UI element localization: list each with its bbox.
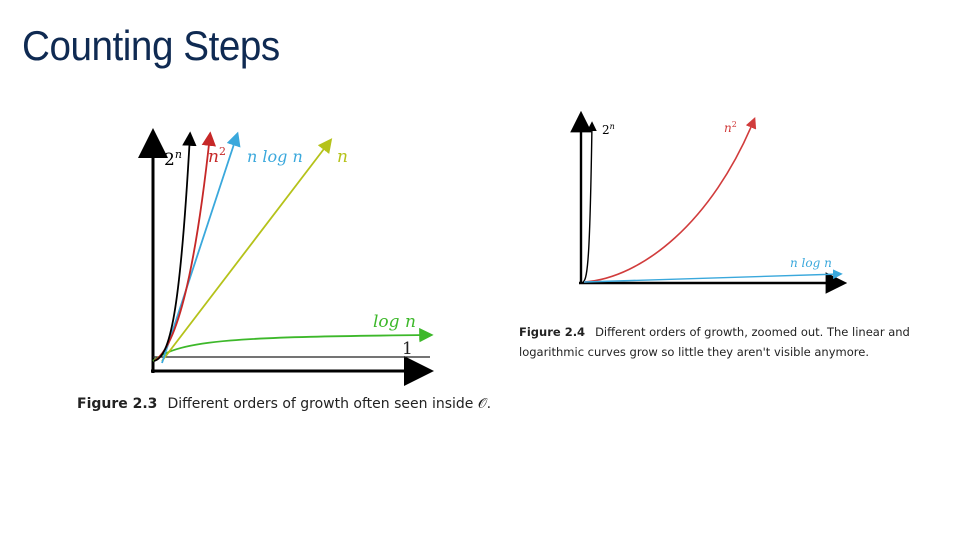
curve-2-to-n [153,131,197,362]
growth-diagram-right: 2n n2 n log n [570,110,848,294]
label-2-to-n: 2n [602,122,615,137]
curve-2-to-n [582,121,597,283]
growth-diagram-left: 2n n2 n log n n log n 1 [138,128,434,386]
figure-caption-left: Figure 2.3 Different orders of growth oft… [77,396,491,412]
label-n-log-n: n log n [790,256,832,270]
figure-caption-right: Figure 2.4 Different orders of growth, zo… [519,322,919,362]
curve-n-log-n [583,269,843,283]
figure-caption-left-text: Different orders of growth often seen in… [167,396,492,412]
slide-title: Counting Steps [22,22,280,69]
label-2-to-n: 2n [164,148,182,170]
label-constant: 1 [402,339,413,359]
curve-n-log-n [161,131,241,364]
label-linear: n [337,147,348,167]
label-log-n: log n [373,312,416,332]
figure-caption-left-label: Figure 2.3 [77,396,158,412]
curve-linear [161,138,333,362]
figure-caption-right-text: Different orders of growth, zoomed out. … [519,325,910,359]
label-n-log-n: n log n [247,147,303,166]
label-n-squared: n2 [208,145,226,167]
figure-caption-right-label: Figure 2.4 [519,325,586,339]
label-n-squared: n2 [724,120,737,135]
curve-n-squared [583,117,757,283]
